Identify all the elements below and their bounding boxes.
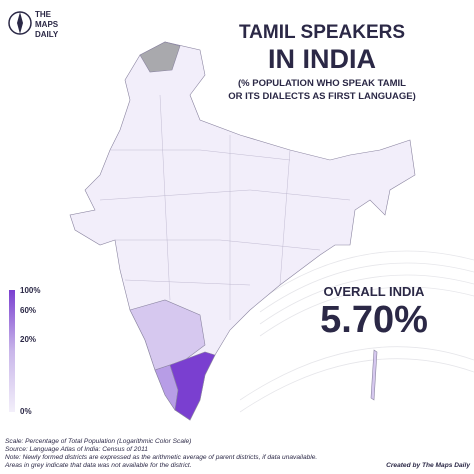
legend-label: 100%	[20, 286, 40, 295]
andaman-islands	[370, 349, 378, 401]
logo: THE MAPS DAILY	[8, 10, 59, 39]
legend-label: 60%	[20, 306, 36, 315]
note: Note: Newly formed districts are express…	[5, 454, 317, 461]
brand-line: MAPS	[35, 20, 59, 29]
note: Source: Language Atlas of India: Census …	[5, 446, 148, 453]
map	[69, 41, 416, 421]
title-block: TAMIL SPEAKERS IN INDIA (% POPULATION WH…	[228, 22, 416, 102]
overall: OVERALL INDIA 5.70%	[320, 284, 428, 341]
legend-label: 0%	[20, 407, 32, 416]
color-scale	[9, 290, 15, 412]
credit: Created by The Maps Daily	[386, 462, 470, 469]
subtitle: OR ITS DIALECTS AS FIRST LANGUAGE)	[228, 91, 416, 102]
background-curves	[239, 250, 474, 413]
overall-label: OVERALL INDIA	[324, 284, 425, 299]
tamil-nadu	[169, 351, 216, 421]
district-lines	[99, 94, 351, 320]
no-data-region	[139, 41, 181, 73]
legend-label: 20%	[20, 335, 36, 344]
title: TAMIL SPEAKERS	[239, 22, 405, 43]
subtitle: (% POPULATION WHO SPEAK TAMIL	[238, 78, 406, 89]
notes: Scale: Percentage of Total Population (L…	[4, 438, 470, 469]
brand-line: DAILY	[35, 30, 59, 39]
overall-value: 5.70%	[320, 299, 428, 341]
brand-line: THE	[35, 10, 52, 19]
legend: 100% 60% 20% 0%	[9, 286, 40, 416]
note: Areas in grey indicate that data was not…	[4, 462, 192, 469]
note: Scale: Percentage of Total Population (L…	[5, 438, 191, 445]
title: IN INDIA	[268, 44, 376, 74]
karnataka	[129, 299, 206, 371]
